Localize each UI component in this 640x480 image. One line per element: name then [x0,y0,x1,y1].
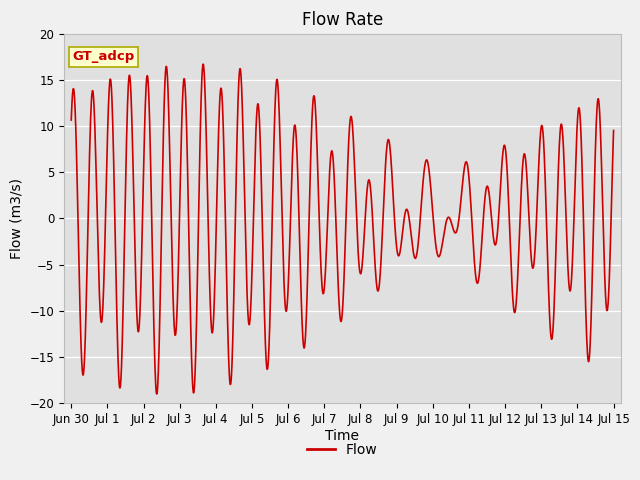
X-axis label: Time: Time [325,429,360,443]
Text: GT_adcp: GT_adcp [72,50,134,63]
Title: Flow Rate: Flow Rate [302,11,383,29]
Y-axis label: Flow (m3/s): Flow (m3/s) [10,178,24,259]
Legend: Flow: Flow [301,438,383,463]
